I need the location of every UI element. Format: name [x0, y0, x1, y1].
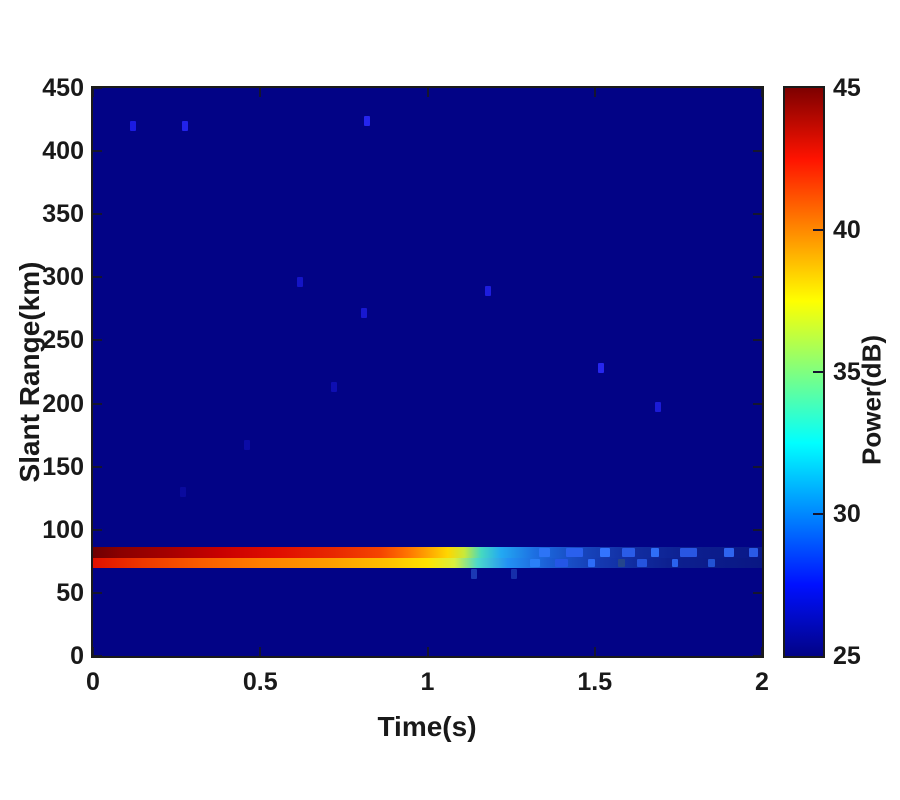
colorbar-tick-label: 30 — [833, 500, 861, 528]
x-tick-mark — [259, 88, 262, 97]
echo-band-patch — [538, 548, 551, 557]
x-tick-mark — [93, 88, 94, 97]
y-tick-label: 350 — [42, 200, 84, 229]
colorbar-tick-mark — [813, 229, 823, 231]
colorbar — [783, 86, 825, 658]
colorbar-tick-label: 45 — [833, 74, 861, 102]
echo-band-row — [93, 547, 762, 558]
y-tick-label: 0 — [70, 642, 84, 670]
speckle-echo — [360, 307, 367, 318]
y-tick-mark — [93, 591, 102, 594]
x-tick-mark — [761, 647, 762, 656]
speckle-echo — [484, 286, 491, 297]
echo-band-patch — [749, 548, 758, 557]
speckle-echo — [511, 568, 518, 579]
colorbar-tick-label: 35 — [833, 358, 861, 386]
x-tick-mark — [426, 647, 429, 656]
y-tick-label: 200 — [42, 389, 84, 418]
y-tick-mark — [753, 88, 762, 89]
speckle-echo — [130, 120, 137, 131]
echo-band-patch — [599, 548, 610, 557]
speckle-echo — [243, 440, 250, 451]
y-tick-mark — [93, 528, 102, 531]
x-tick-label: 1.5 — [577, 668, 613, 696]
x-tick-mark — [761, 88, 762, 97]
y-tick-label: 150 — [42, 452, 84, 481]
speckle-echo — [297, 277, 304, 288]
x-tick-label: 1 — [420, 668, 435, 696]
x-tick-mark — [593, 647, 596, 656]
y-tick-mark — [753, 150, 762, 153]
y-tick-label: 450 — [42, 74, 84, 102]
x-tick-mark — [593, 88, 596, 97]
echo-band-patch — [529, 558, 540, 567]
speckle-echo — [181, 120, 188, 131]
echo-band-patch — [650, 548, 660, 557]
y-tick-label: 50 — [56, 578, 84, 607]
heatmap-plot-area — [91, 86, 764, 658]
y-tick-mark — [753, 528, 762, 531]
x-tick-mark — [426, 88, 429, 97]
y-tick-mark — [753, 402, 762, 405]
speckle-echo — [364, 115, 371, 126]
y-tick-mark — [93, 276, 102, 279]
colorbar-tick-label: 40 — [833, 216, 861, 244]
y-tick-mark — [93, 150, 102, 153]
echo-band-patch — [588, 558, 595, 567]
echo-band-patch — [671, 558, 679, 567]
y-tick-mark — [93, 88, 102, 89]
echo-band-patch — [723, 548, 734, 557]
y-tick-mark — [753, 213, 762, 216]
x-tick-mark — [93, 647, 94, 656]
y-tick-label: 400 — [42, 137, 84, 166]
y-tick-mark — [93, 465, 102, 468]
y-tick-mark — [93, 339, 102, 342]
x-axis-label: Time(s) — [377, 711, 477, 742]
colorbar-tick-mark — [813, 371, 823, 373]
colorbar-tick-mark — [813, 513, 823, 515]
echo-band-row — [93, 557, 762, 568]
x-tick-label: 0.5 — [242, 668, 278, 696]
y-tick-mark — [753, 465, 762, 468]
y-tick-label: 300 — [42, 263, 84, 292]
y-tick-mark — [93, 655, 102, 656]
echo-band-patch — [636, 558, 647, 567]
colorbar-tick-label: 25 — [833, 642, 861, 670]
y-tick-mark — [753, 339, 762, 342]
echo-band-patch — [566, 548, 584, 557]
x-tick-label: 2 — [755, 668, 769, 696]
echo-band-patch — [618, 558, 625, 567]
y-tick-mark — [753, 655, 762, 656]
echo-band-patch — [554, 558, 568, 567]
colorbar-label: Power(dB) — [856, 335, 887, 465]
echo-band-patch — [621, 548, 635, 557]
speckle-echo — [330, 382, 337, 393]
echo-band-patch — [708, 558, 716, 567]
y-tick-mark — [93, 402, 102, 405]
echo-band-patch — [680, 548, 697, 557]
speckle-echo — [180, 486, 187, 497]
y-tick-label: 250 — [42, 326, 84, 355]
y-axis-label: Slant Range(km) — [14, 261, 45, 483]
x-tick-mark — [259, 647, 262, 656]
y-tick-mark — [753, 276, 762, 279]
x-tick-label: 0 — [86, 668, 100, 696]
speckle-echo — [655, 402, 662, 413]
speckle-echo — [598, 363, 605, 374]
speckle-echo — [471, 568, 478, 579]
y-tick-label: 100 — [42, 515, 84, 544]
y-tick-mark — [93, 213, 102, 216]
y-tick-mark — [753, 591, 762, 594]
